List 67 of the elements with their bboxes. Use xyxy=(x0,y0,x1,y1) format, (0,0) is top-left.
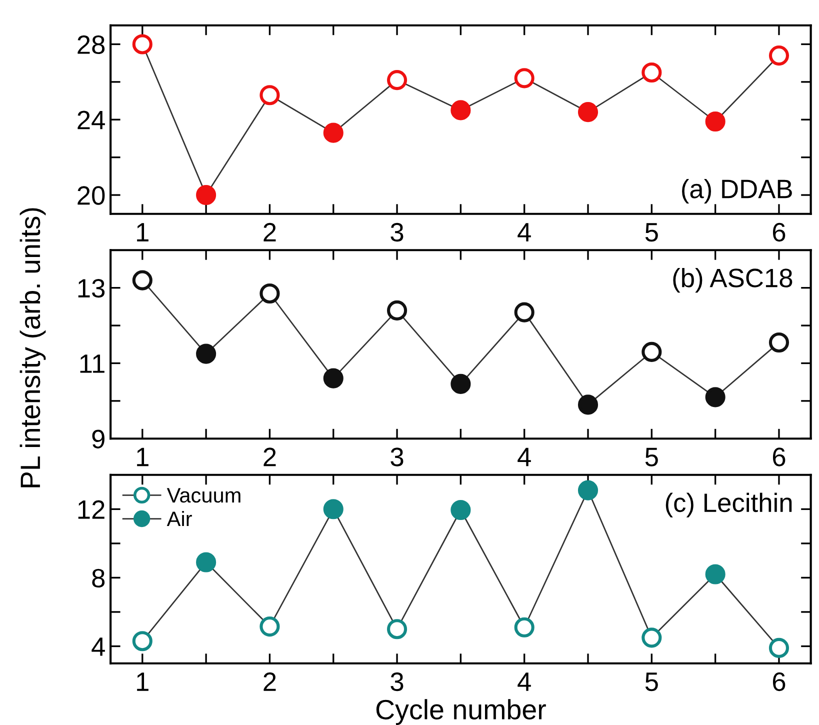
point xyxy=(450,500,471,520)
point xyxy=(196,552,216,572)
legend-label: Air xyxy=(166,510,192,526)
point xyxy=(642,628,662,648)
x-tick-label: 4 xyxy=(518,672,531,691)
point xyxy=(450,100,471,120)
point xyxy=(642,62,662,83)
y-tick-label: 24 xyxy=(78,110,105,130)
annotation: (b) ASC18 xyxy=(673,268,792,293)
x-tick-label: 2 xyxy=(264,222,276,242)
point xyxy=(514,302,534,322)
y-tick-label: 4 xyxy=(92,638,105,656)
point xyxy=(323,122,344,143)
point xyxy=(578,480,598,500)
point xyxy=(260,283,280,304)
point xyxy=(705,387,726,408)
x-axis-title: Cycle number xyxy=(376,699,546,725)
annotation: (c) Lecithin xyxy=(666,492,792,518)
x-tick-label: 1 xyxy=(137,448,148,466)
point xyxy=(260,616,280,637)
y-axis-title: PL intensity (arb. units) xyxy=(20,208,46,488)
x-tick-label: 1 xyxy=(137,672,148,691)
y-tick-label: 13 xyxy=(78,278,105,298)
point xyxy=(768,46,790,66)
point xyxy=(323,499,344,520)
x-tick-label: 3 xyxy=(390,672,404,692)
point xyxy=(768,638,790,658)
point xyxy=(450,374,471,394)
point xyxy=(260,85,280,106)
point xyxy=(514,68,534,88)
x-tick-label: 4 xyxy=(518,223,531,242)
point xyxy=(196,184,216,206)
point xyxy=(768,332,790,353)
point xyxy=(386,70,408,90)
point xyxy=(578,102,598,122)
point xyxy=(132,631,152,652)
point xyxy=(386,300,408,320)
point xyxy=(386,619,408,640)
x-tick-label: 2 xyxy=(264,448,276,466)
x-tick-label: 5 xyxy=(645,448,658,466)
x-tick-label: 5 xyxy=(645,223,658,242)
x-tick-label: 6 xyxy=(772,672,786,692)
point xyxy=(132,34,152,54)
y-tick-label: 20 xyxy=(78,186,105,205)
point xyxy=(642,342,662,362)
y-tick-label: 12 xyxy=(78,500,104,519)
point xyxy=(705,111,726,132)
point xyxy=(578,394,598,415)
point xyxy=(196,344,216,364)
x-tick-label: 3 xyxy=(390,222,404,242)
point xyxy=(323,368,344,388)
y-tick-label: 11 xyxy=(80,354,104,373)
x-tick-label: 3 xyxy=(390,448,404,466)
point xyxy=(705,564,726,584)
point xyxy=(514,617,534,638)
y-tick-label: 8 xyxy=(92,568,105,588)
x-tick-label: 2 xyxy=(264,672,276,691)
annotation: (a) DDAB xyxy=(682,178,792,204)
x-tick-label: 1 xyxy=(137,223,148,242)
x-tick-label: 4 xyxy=(518,448,531,466)
x-tick-label: 6 xyxy=(772,448,786,466)
point xyxy=(132,270,152,290)
x-tick-label: 5 xyxy=(645,672,658,692)
y-tick-label: 9 xyxy=(92,430,104,448)
x-tick-label: 6 xyxy=(772,222,786,242)
legend-label: Vacuum xyxy=(166,488,240,503)
y-tick-label: 28 xyxy=(78,35,105,54)
